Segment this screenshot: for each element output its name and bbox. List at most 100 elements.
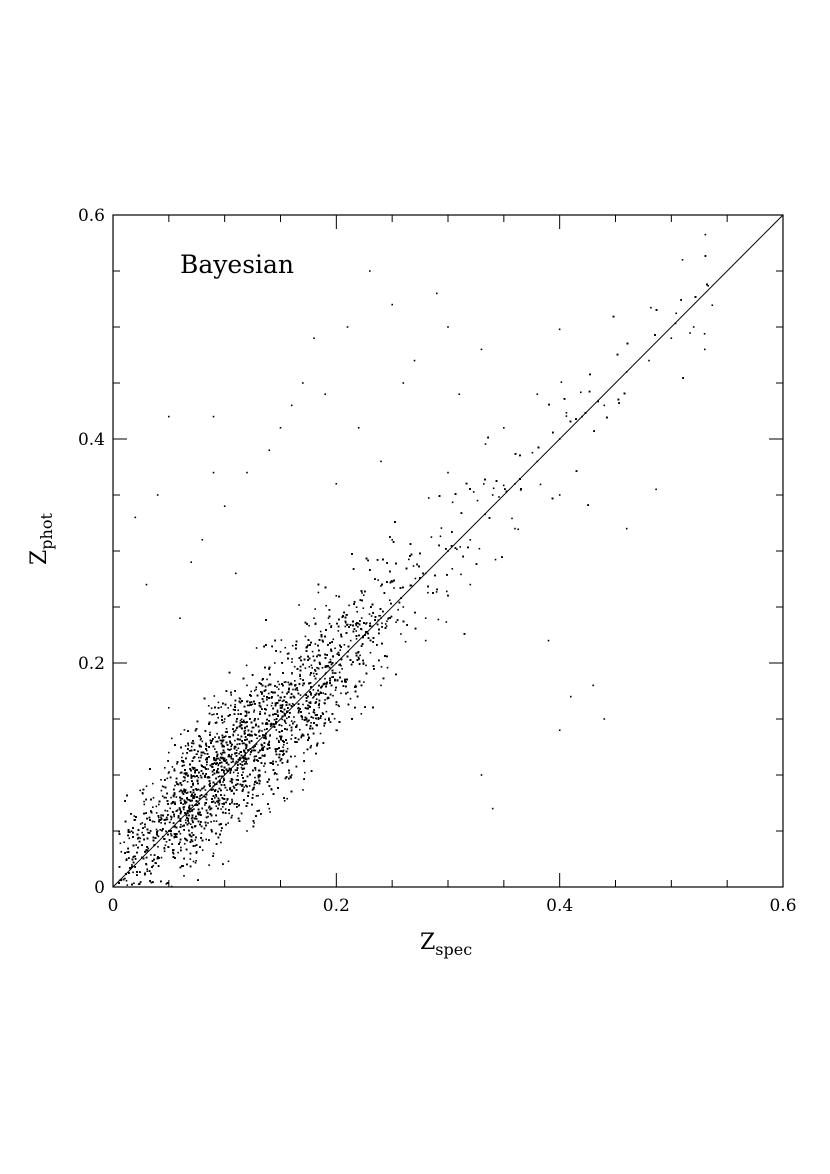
data-point (282, 749, 285, 752)
data-point (281, 691, 284, 694)
data-point (217, 701, 220, 704)
data-point (134, 516, 137, 519)
data-point (570, 695, 572, 698)
data-point (243, 742, 245, 744)
data-point (266, 678, 268, 681)
data-point (132, 871, 134, 874)
data-point (194, 839, 197, 841)
data-point (314, 608, 316, 610)
data-point (239, 719, 242, 722)
data-point (225, 759, 228, 761)
data-point (361, 592, 363, 594)
data-point (451, 568, 454, 570)
data-point (279, 651, 282, 653)
data-point (173, 849, 175, 851)
data-point (310, 664, 313, 667)
data-point (237, 747, 240, 750)
data-point (279, 699, 281, 702)
data-point (380, 460, 382, 463)
data-point (224, 731, 227, 733)
data-point (168, 415, 170, 418)
data-point (565, 412, 568, 414)
data-point (317, 591, 320, 594)
data-point (156, 834, 159, 837)
data-point (129, 831, 131, 833)
data-point (275, 729, 278, 731)
data-point (503, 427, 505, 429)
data-point (255, 688, 257, 691)
data-point (155, 812, 158, 814)
data-point (291, 644, 294, 647)
data-point (302, 703, 304, 706)
data-point (337, 704, 339, 707)
data-point (402, 606, 405, 608)
data-point (231, 800, 233, 802)
data-point (469, 583, 472, 586)
data-point (174, 784, 176, 787)
data-point (158, 803, 160, 806)
data-point (286, 653, 289, 655)
data-point (384, 623, 387, 625)
data-point (266, 704, 269, 707)
data-point (231, 753, 233, 756)
data-point (277, 739, 280, 742)
data-point (123, 841, 125, 843)
data-point (319, 691, 322, 693)
data-point (334, 647, 336, 650)
data-point (299, 694, 302, 696)
data-point (299, 728, 301, 731)
data-point (286, 797, 288, 800)
data-point (232, 771, 235, 774)
data-point (197, 788, 200, 791)
data-point (362, 594, 365, 596)
data-point (223, 771, 225, 774)
data-point (215, 805, 218, 807)
data-point (286, 717, 288, 720)
data-point (137, 883, 140, 885)
data-point (357, 427, 360, 429)
data-point (237, 709, 239, 712)
data-point (269, 735, 271, 737)
data-point (166, 816, 168, 819)
data-point (355, 606, 358, 608)
data-point (304, 667, 307, 669)
data-point (221, 751, 224, 754)
data-point (178, 790, 181, 793)
data-point (365, 622, 368, 624)
data-point (223, 718, 226, 720)
data-point (196, 753, 198, 755)
data-point (248, 740, 250, 743)
data-point (189, 800, 192, 802)
data-point (161, 795, 164, 797)
data-point (214, 748, 216, 750)
data-point (494, 558, 497, 561)
data-point (377, 579, 379, 581)
data-point (207, 768, 209, 770)
data-point (476, 499, 479, 502)
data-point (321, 712, 324, 714)
data-point (313, 675, 316, 677)
data-point (174, 801, 176, 803)
data-point (183, 808, 185, 811)
data-point (220, 752, 222, 755)
data-point (370, 615, 373, 617)
data-point (221, 803, 224, 805)
data-point (181, 756, 183, 759)
data-point (331, 676, 333, 678)
data-point (327, 617, 330, 619)
data-point (217, 716, 219, 719)
data-point (220, 829, 222, 832)
data-point (152, 782, 154, 785)
data-point (183, 806, 186, 808)
data-point (293, 665, 296, 668)
data-point (217, 763, 220, 765)
data-point (135, 844, 137, 846)
data-point (291, 734, 293, 736)
data-point (250, 701, 253, 703)
data-point (281, 700, 284, 702)
data-point (293, 721, 296, 723)
data-point (459, 546, 461, 548)
data-point (183, 729, 186, 731)
data-point (312, 697, 314, 699)
data-point (198, 756, 200, 759)
